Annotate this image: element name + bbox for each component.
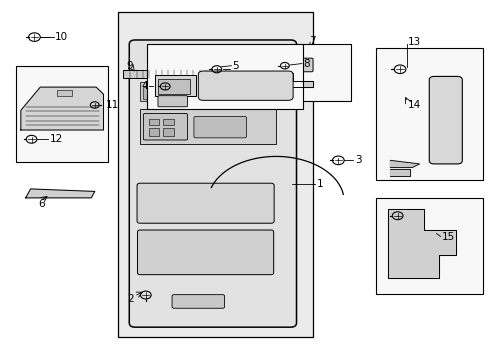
Text: 6: 6 bbox=[38, 199, 44, 209]
Text: 11: 11 bbox=[106, 100, 119, 110]
Text: 9: 9 bbox=[126, 61, 133, 71]
Polygon shape bbox=[26, 189, 95, 198]
Bar bbox=[57, 90, 72, 96]
Text: 12: 12 bbox=[50, 134, 63, 144]
Text: 14: 14 bbox=[407, 100, 420, 110]
Text: 7: 7 bbox=[308, 36, 315, 46]
Text: 1: 1 bbox=[316, 179, 323, 189]
Text: 5: 5 bbox=[232, 61, 239, 71]
FancyBboxPatch shape bbox=[137, 230, 273, 275]
FancyBboxPatch shape bbox=[129, 40, 296, 327]
Polygon shape bbox=[389, 169, 409, 176]
Bar bbox=[118, 12, 312, 337]
Bar bbox=[160, 87, 172, 99]
Text: 2: 2 bbox=[126, 294, 133, 303]
FancyBboxPatch shape bbox=[428, 76, 461, 164]
Bar bbox=[143, 87, 155, 99]
Bar bbox=[154, 75, 196, 96]
FancyBboxPatch shape bbox=[194, 116, 246, 138]
Polygon shape bbox=[389, 160, 419, 167]
Text: 3: 3 bbox=[355, 156, 361, 165]
Text: 13: 13 bbox=[407, 37, 420, 48]
Polygon shape bbox=[21, 87, 103, 130]
Polygon shape bbox=[285, 73, 312, 87]
Text: 8: 8 bbox=[302, 59, 309, 68]
FancyBboxPatch shape bbox=[172, 295, 224, 308]
Bar bbox=[147, 44, 302, 109]
Text: 10: 10 bbox=[55, 32, 68, 42]
Bar bbox=[158, 79, 190, 94]
Bar bbox=[163, 128, 174, 136]
Bar bbox=[375, 198, 482, 294]
FancyBboxPatch shape bbox=[198, 71, 292, 100]
FancyBboxPatch shape bbox=[137, 183, 274, 223]
Bar bbox=[375, 48, 482, 180]
Text: 4: 4 bbox=[142, 81, 148, 91]
Bar bbox=[122, 70, 229, 78]
Bar bbox=[16, 66, 108, 162]
Text: 15: 15 bbox=[441, 232, 454, 242]
Bar bbox=[140, 82, 188, 102]
FancyBboxPatch shape bbox=[143, 113, 187, 140]
Bar bbox=[140, 109, 276, 144]
Bar bbox=[278, 44, 351, 102]
Bar bbox=[148, 119, 159, 125]
FancyBboxPatch shape bbox=[158, 96, 187, 107]
Polygon shape bbox=[387, 208, 455, 278]
Bar bbox=[148, 128, 159, 136]
FancyBboxPatch shape bbox=[283, 58, 312, 72]
Bar bbox=[163, 119, 174, 125]
